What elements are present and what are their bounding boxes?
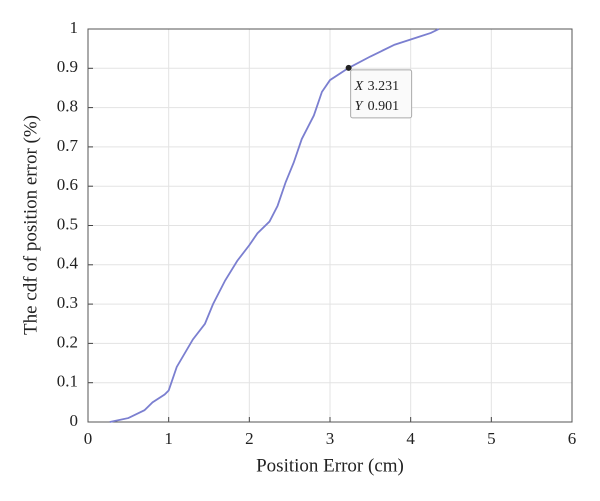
datatip-x-value: 3.231 (368, 79, 400, 94)
y-tick-label: 0.6 (57, 175, 78, 194)
x-tick-label: 6 (568, 429, 577, 448)
y-tick-label: 0.7 (57, 136, 79, 155)
y-tick-label: 0.1 (57, 372, 78, 391)
x-tick-label: 4 (406, 429, 415, 448)
datatip-y-prefix: Y (355, 99, 365, 114)
y-tick-label: 0.5 (57, 214, 78, 233)
x-tick-label: 2 (245, 429, 254, 448)
x-tick-label: 5 (487, 429, 496, 448)
datatip-marker (345, 64, 352, 71)
x-tick-label: 1 (164, 429, 173, 448)
datatip-box (350, 69, 413, 119)
x-tick-label: 0 (84, 429, 93, 448)
y-tick-label: 0.3 (57, 293, 78, 312)
y-tick-label: 0.9 (57, 57, 78, 76)
y-tick-label: 1 (70, 18, 79, 37)
axes-box (87, 28, 573, 423)
datatip-x-prefix: X (354, 79, 364, 94)
x-tick-label: 3 (326, 429, 335, 448)
cdf-line (109, 28, 440, 423)
datatip-y-value: 0.901 (368, 99, 400, 114)
y-tick-label: 0 (70, 411, 79, 430)
x-axis-label: Position Error (cm) (256, 455, 404, 476)
y-axis-label: The cdf of position error (%) (20, 115, 41, 335)
y-tick-label: 0.8 (57, 97, 78, 116)
y-tick-label: 0.2 (57, 332, 78, 351)
y-tick-label: 0.4 (57, 254, 79, 273)
